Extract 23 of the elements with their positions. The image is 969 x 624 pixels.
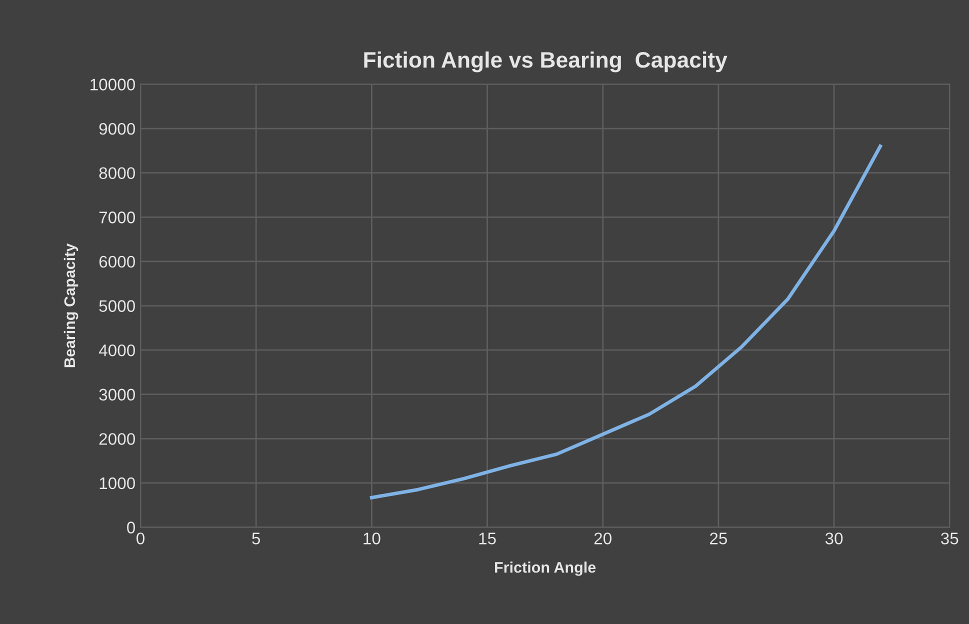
y-tick-label: 0 [127,522,135,534]
y-tick-label: 6000 [99,256,135,268]
y-tick-label: 2000 [99,433,135,445]
y-tick-label: 7000 [99,212,135,224]
x-tick-label: 35 [940,532,958,544]
y-tick-label: 3000 [99,388,135,401]
y-tick-label: 4000 [98,344,135,356]
y-tick-label: 8000 [99,167,135,180]
x-axis-title: Friction Angle [495,562,596,576]
y-tick-label: 1000 [100,477,135,490]
y-tick-label: 9000 [99,122,135,135]
y-axis-title: Bearing Capacity [64,243,78,368]
y-tick-label: 5000 [99,300,135,312]
x-tick-label: 20 [594,532,612,544]
x-tick-label: 5 [252,532,260,544]
chart-title: Fiction Angle vs Bearing Capacity [364,51,728,72]
x-tick-label: 25 [710,532,728,544]
y-tick-label: 10000 [90,78,135,90]
x-tick-label: 10 [364,532,380,544]
x-tick-label: 15 [479,532,496,544]
line-series [370,144,882,500]
x-tick-label: 30 [825,532,843,544]
x-tick-label: 0 [136,532,144,544]
